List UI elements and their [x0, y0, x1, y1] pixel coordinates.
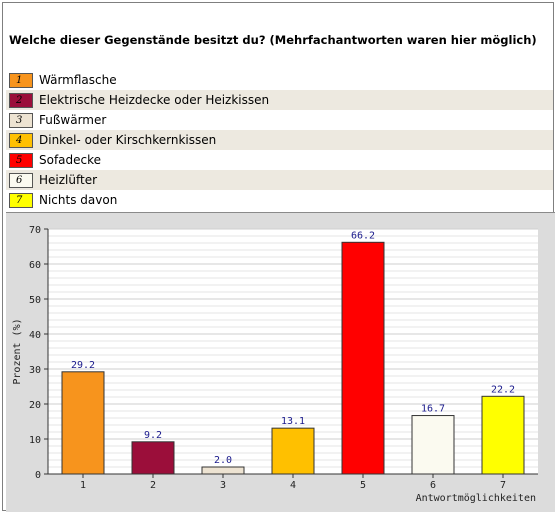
- chart-frame: Welche dieser Gegenstände besitzt du? (M…: [2, 2, 555, 512]
- y-tick-label: 70: [29, 225, 41, 236]
- legend-item: 7 Nichts davon: [6, 190, 553, 210]
- legend-label: Sofadecke: [39, 153, 102, 167]
- legend-swatch: 5: [9, 152, 33, 168]
- bar: [411, 415, 455, 475]
- bar-value-label: 16.7: [421, 404, 445, 415]
- y-tick-label: 60: [29, 260, 41, 271]
- legend-label: Heizlüfter: [39, 173, 98, 187]
- legend-swatch: 2: [9, 92, 33, 108]
- legend-item: 5 Sofadecke: [6, 150, 553, 170]
- legend-swatch: 6: [9, 172, 33, 188]
- bar-value-label: 2.0: [214, 455, 232, 466]
- bar: [481, 395, 525, 475]
- y-tick-label: 30: [29, 365, 41, 376]
- legend-item: 4 Dinkel- oder Kirschkernkissen: [6, 130, 553, 150]
- bar: [61, 371, 105, 475]
- y-tick-label: 40: [29, 330, 41, 341]
- y-tick-label: 10: [29, 435, 41, 446]
- bar-value-label: 66.2: [351, 230, 375, 241]
- legend-item: 6 Heizlüfter: [6, 170, 553, 190]
- legend-item: 2 Elektrische Heizdecke oder Heizkissen: [6, 90, 553, 110]
- bar-value-label: 13.1: [281, 416, 305, 427]
- x-tick-label: 6: [430, 480, 436, 491]
- legend-label: Fußwärmer: [39, 113, 107, 127]
- bar-value-label: 29.2: [71, 360, 95, 371]
- bar: [341, 241, 385, 475]
- legend: 1 Wärmflasche 2 Elektrische Heizdecke oder …: [6, 70, 553, 210]
- legend-swatch: 3: [9, 112, 33, 128]
- bar-value-label: 9.2: [144, 430, 162, 441]
- legend-swatch: 4: [9, 132, 33, 148]
- x-tick-label: 7: [500, 480, 506, 491]
- x-tick-label: 5: [360, 480, 366, 491]
- x-tick-label: 4: [290, 480, 296, 491]
- y-tick-label: 20: [29, 400, 41, 411]
- legend-swatch: 7: [9, 192, 33, 208]
- question-title: Welche dieser Gegenstände besitzt du? (M…: [9, 33, 537, 47]
- x-axis-title: Antwortmöglichkeiten: [416, 493, 536, 504]
- bar-value-label: 22.2: [491, 384, 515, 395]
- legend-swatch: 1: [9, 72, 33, 88]
- y-axis-title: Prozent (%): [12, 318, 23, 384]
- legend-item: 1 Wärmflasche: [6, 70, 553, 90]
- legend-label: Elektrische Heizdecke oder Heizkissen: [39, 93, 270, 107]
- legend-label: Nichts davon: [39, 193, 118, 207]
- y-tick-label: 0: [35, 470, 41, 481]
- x-tick-label: 2: [150, 480, 156, 491]
- bar: [271, 427, 315, 475]
- legend-label: Dinkel- oder Kirschkernkissen: [39, 133, 217, 147]
- legend-label: Wärmflasche: [39, 73, 117, 87]
- bar: [131, 441, 175, 475]
- bar: [201, 466, 245, 475]
- legend-item: 3 Fußwärmer: [6, 110, 553, 130]
- bar-chart: 0 10 20 30 40 50 60 70 29.2 1 9.2 2 2.0 3 13.1 4 66.2 5 16…: [12, 225, 538, 504]
- x-tick-label: 1: [80, 480, 86, 491]
- x-tick-label: 3: [220, 480, 226, 491]
- plot-area: 0 10 20 30 40 50 60 70 29.2 1 9.2 2 2.0 3 13.1 4 66.2 5 16…: [6, 212, 555, 512]
- y-tick-label: 50: [29, 295, 41, 306]
